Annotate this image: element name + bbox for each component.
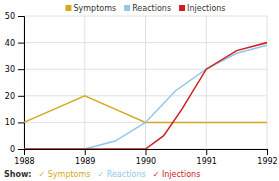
tick: 1989 (75, 149, 95, 166)
show-label: Show: (4, 170, 32, 179)
series-line (24, 43, 267, 149)
tick-label: 0 (10, 145, 15, 154)
tick-mark (18, 16, 24, 17)
legend: Symptoms Reactions Injections (65, 4, 225, 13)
tick: 20 (5, 92, 24, 101)
tick-mark (18, 69, 24, 70)
tick-mark (267, 149, 268, 155)
tick: 1988 (14, 149, 34, 166)
legend-item: Reactions (124, 4, 171, 13)
axis-line (25, 150, 268, 156)
tick-label: 1990 (136, 157, 156, 166)
tick: 30 (5, 65, 24, 74)
checkbox-label: ✓ Symptoms (39, 170, 91, 179)
tick: 1990 (136, 149, 156, 166)
x-axis: 1988 1989 1990 1991 1992 (14, 149, 277, 166)
tick-label: 1988 (14, 157, 34, 166)
tick-label: 1991 (197, 157, 217, 166)
tick: 50 (5, 12, 24, 21)
tick: 10 (5, 118, 24, 127)
y-axis: 0 10 20 30 40 50 (5, 12, 25, 154)
tick-label: 10 (5, 118, 15, 127)
tick: 1992 (257, 149, 277, 166)
legend-label: Symptoms (73, 4, 116, 13)
tick-mark (206, 149, 207, 155)
tick: 40 (5, 39, 24, 48)
series-line (24, 45, 267, 149)
checkbox-label: ✓ Injections (153, 170, 201, 179)
grid-line-y (24, 95, 267, 96)
legend-item: Symptoms (65, 4, 116, 13)
tick: 1991 (197, 149, 217, 166)
grid-line-x (267, 16, 268, 149)
legend-swatch (124, 5, 130, 11)
plot-area (24, 43, 267, 149)
grid-line-x (84, 16, 85, 149)
tick-label: 40 (5, 39, 15, 48)
tick-mark (85, 149, 86, 155)
axis-line (18, 17, 25, 150)
tick: 0 (10, 145, 24, 154)
tick-label: 50 (5, 12, 15, 21)
tick-mark (18, 149, 24, 150)
legend-item: Injections (179, 4, 225, 13)
tick-label: 30 (5, 65, 15, 74)
legend-swatch (65, 5, 71, 11)
chart: 1988 1989 1990 1991 1992 0 10 20 30 40 50 Symptoms R… (0, 0, 279, 181)
legend-label: Reactions (132, 4, 171, 13)
legend-label: Injections (187, 4, 225, 13)
grid-line-y (24, 69, 267, 70)
grid-line-y (24, 16, 267, 17)
annotations: Show: ✓ Symptoms ✓ Reactions ✓ Injections (4, 170, 200, 179)
tick-mark (18, 96, 24, 97)
tick-label: 1992 (257, 157, 277, 166)
series-line (24, 96, 267, 123)
tick-label: 1989 (75, 157, 95, 166)
checkbox-label: ✓ Reactions (97, 170, 145, 179)
tick-mark (18, 43, 24, 44)
grid-line-x (145, 16, 146, 149)
tick-label: 20 (5, 92, 15, 101)
grid-line-x (206, 16, 207, 149)
grid-line-y (24, 42, 267, 43)
legend-swatch (179, 5, 185, 11)
grid (24, 16, 267, 149)
tick-mark (146, 149, 147, 155)
tick-mark (18, 122, 24, 123)
